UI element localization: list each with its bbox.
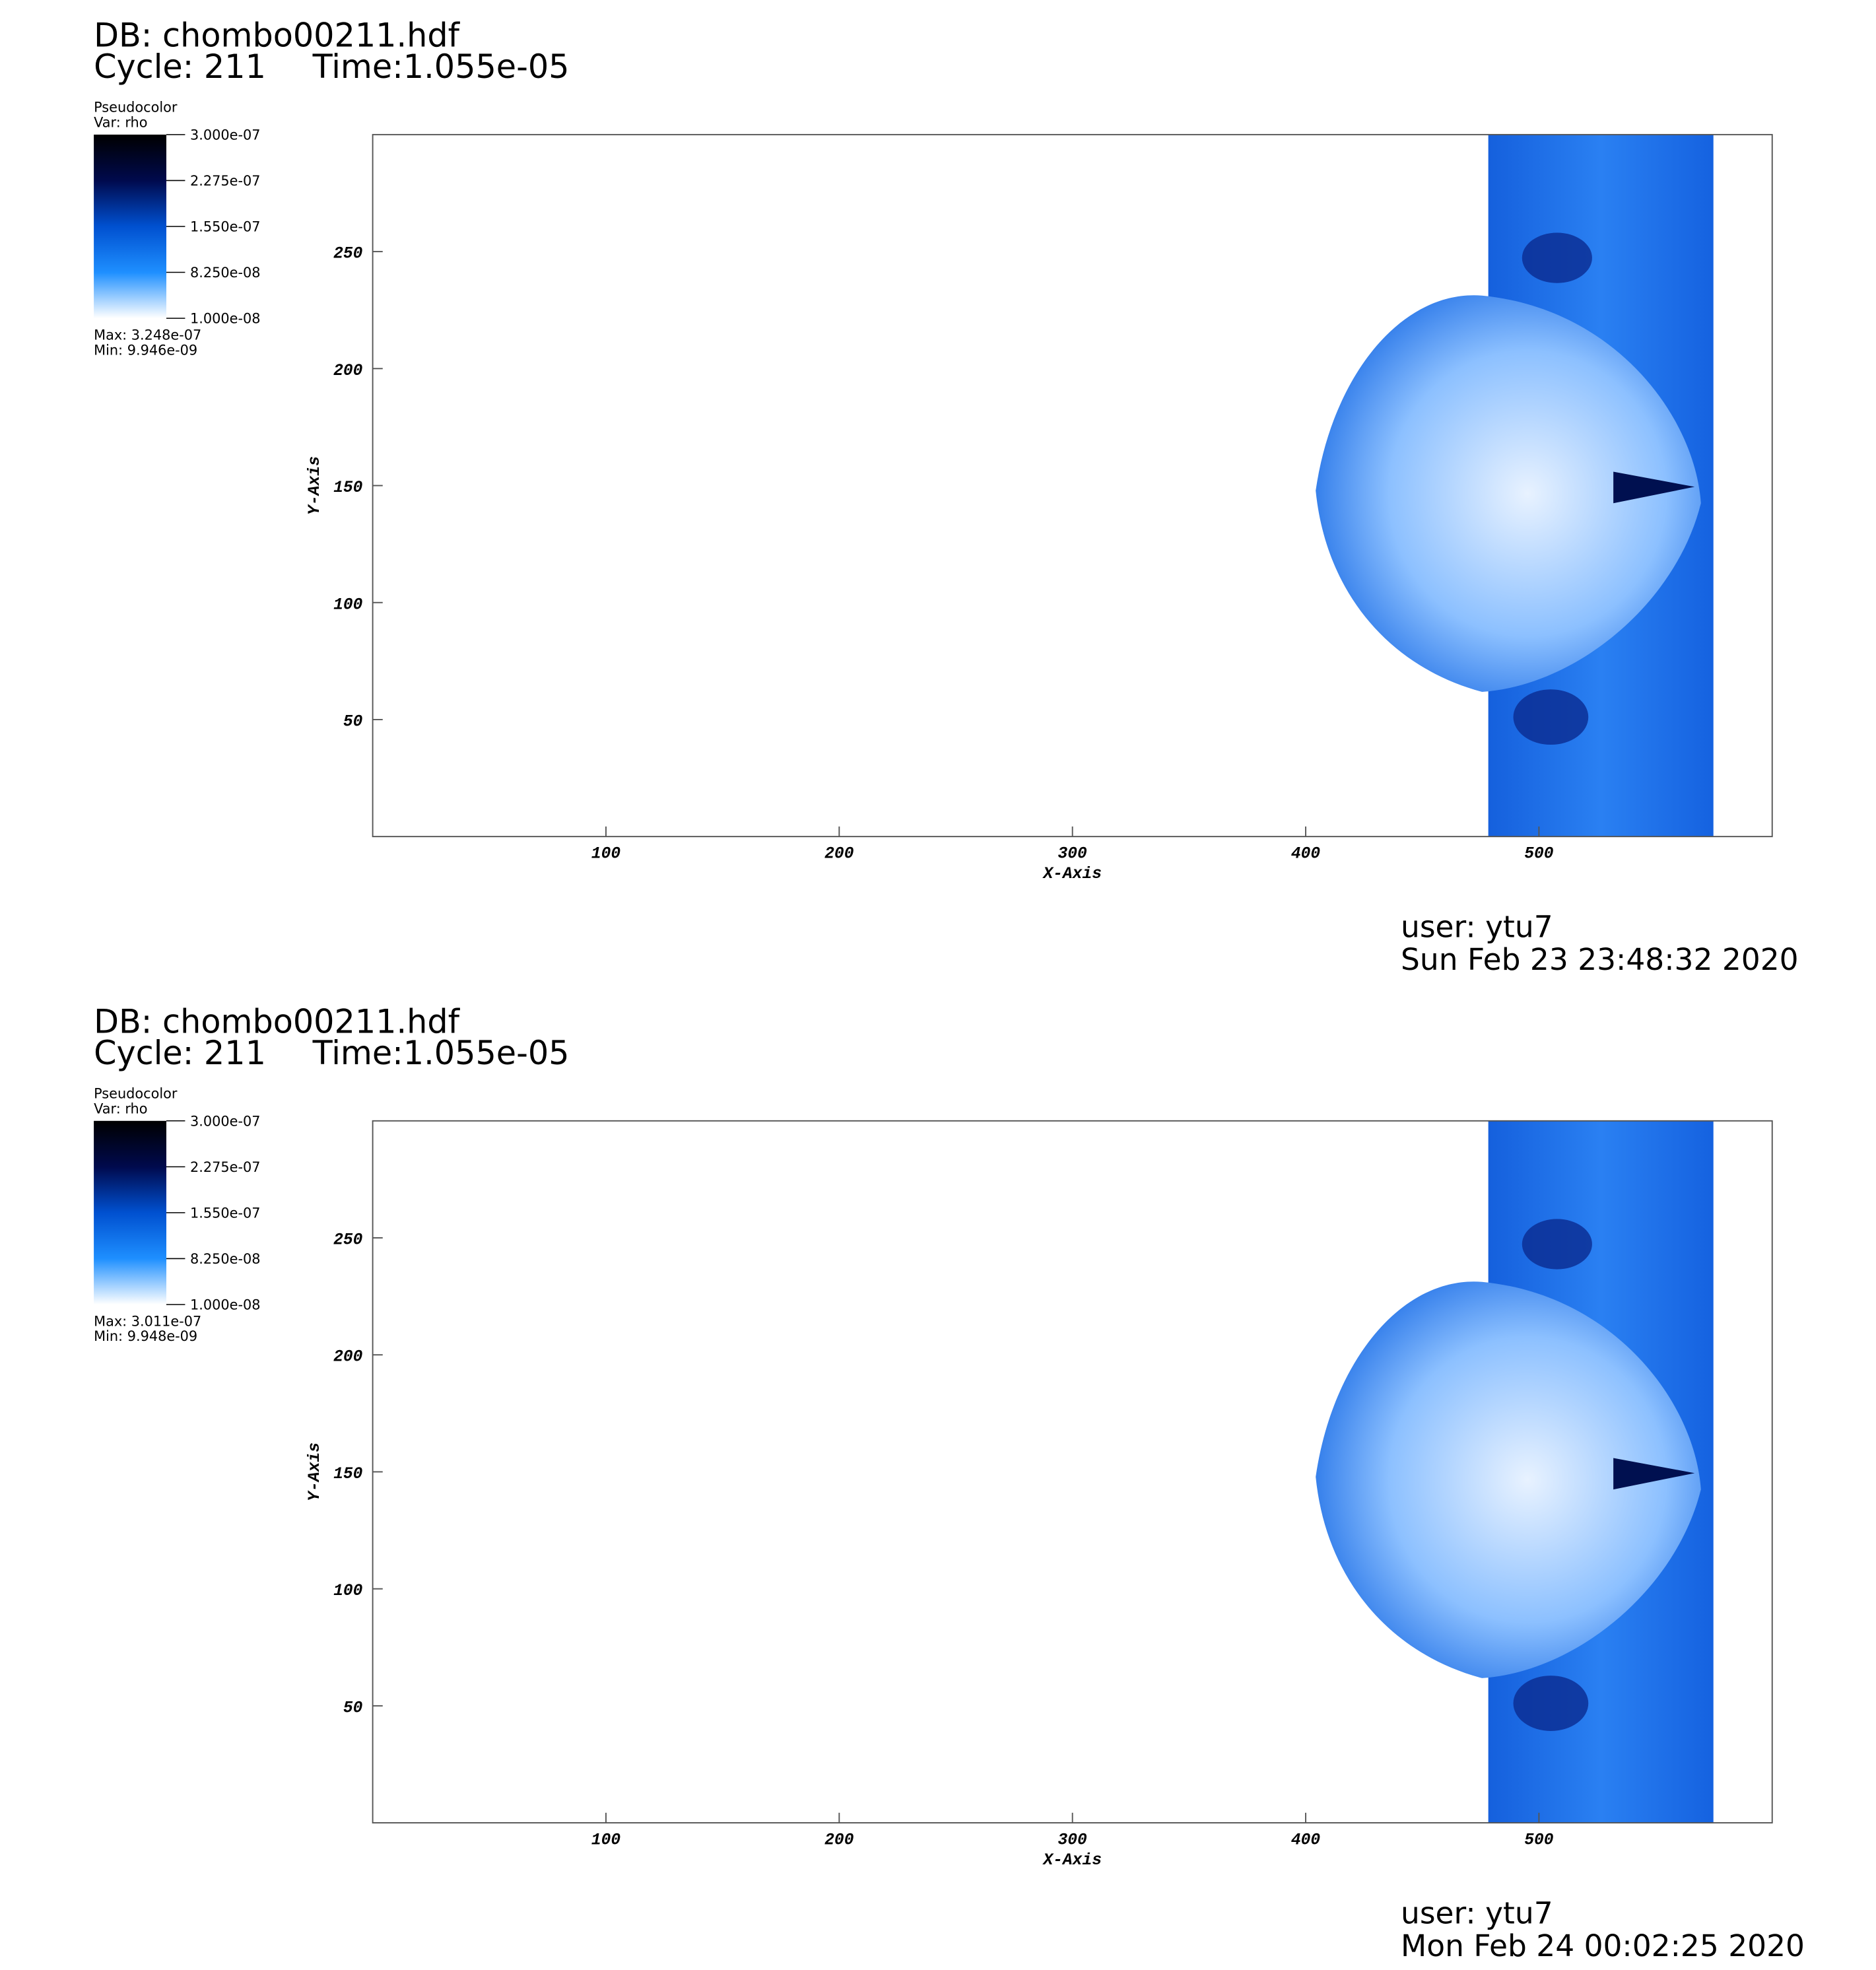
min-label: Min: 9.946e-09 bbox=[94, 342, 197, 358]
x-tick-label: 500 bbox=[1524, 1831, 1554, 1849]
user-label: user: ytu7 bbox=[1401, 1895, 1553, 1930]
database-label: DB: chombo00211.hdf bbox=[94, 16, 460, 54]
colorbar-tick-label: 8.250e-08 bbox=[190, 1251, 260, 1267]
y-tick-label: 250 bbox=[333, 1231, 363, 1249]
field-bulge bbox=[1316, 1281, 1701, 1678]
colorbar-tick-label: 1.550e-07 bbox=[190, 1205, 260, 1221]
x-tick-label: 300 bbox=[1058, 1831, 1088, 1849]
field-feature bbox=[1513, 689, 1589, 745]
colorbar bbox=[94, 1120, 166, 1305]
y-tick-label: 150 bbox=[333, 1465, 363, 1483]
colorbar bbox=[94, 134, 166, 319]
legend-title: Pseudocolor bbox=[94, 100, 178, 116]
y-axis-label: Y-Axis bbox=[306, 1443, 324, 1501]
x-tick-label: 200 bbox=[824, 844, 854, 863]
colorbar-tick-label: 1.000e-08 bbox=[190, 1297, 260, 1313]
variable-label: Var: rho bbox=[94, 1101, 147, 1116]
x-tick-label: 500 bbox=[1524, 844, 1554, 863]
legend-title: Pseudocolor bbox=[94, 1085, 178, 1101]
x-axis-label: X-Axis bbox=[1042, 1851, 1102, 1870]
variable-label: Var: rho bbox=[94, 114, 147, 130]
time-label: Time:1.055e-05 bbox=[312, 1034, 570, 1072]
colorbar-tick-label: 2.275e-07 bbox=[190, 173, 260, 189]
field-feature bbox=[1513, 1676, 1589, 1731]
colorbar-tick-label: 3.000e-07 bbox=[190, 1113, 260, 1129]
max-label: Max: 3.248e-07 bbox=[94, 327, 201, 343]
field-feature bbox=[1613, 1458, 1695, 1490]
cycle-label: Cycle: 211 bbox=[94, 1034, 266, 1072]
x-tick-label: 100 bbox=[591, 844, 621, 863]
x-tick-label: 400 bbox=[1291, 1831, 1321, 1849]
field-feature bbox=[1522, 232, 1592, 283]
x-axis-label: X-Axis bbox=[1042, 865, 1102, 883]
y-tick-label: 50 bbox=[343, 712, 363, 731]
y-tick-label: 100 bbox=[333, 595, 363, 614]
x-tick-label: 100 bbox=[591, 1831, 621, 1849]
min-label: Min: 9.948e-09 bbox=[94, 1328, 197, 1344]
cycle-label: Cycle: 211 bbox=[94, 48, 266, 86]
field-feature bbox=[1613, 471, 1695, 504]
colorbar-tick-label: 8.250e-08 bbox=[190, 265, 260, 281]
y-tick-label: 50 bbox=[343, 1699, 363, 1717]
x-tick-label: 400 bbox=[1291, 844, 1321, 863]
y-tick-label: 100 bbox=[333, 1582, 363, 1600]
max-label: Max: 3.011e-07 bbox=[94, 1313, 201, 1329]
date-label: Sun Feb 23 23:48:32 2020 bbox=[1401, 942, 1799, 977]
y-tick-label: 200 bbox=[333, 362, 363, 380]
y-tick-label: 250 bbox=[333, 245, 363, 263]
y-tick-label: 200 bbox=[333, 1348, 363, 1367]
time-label: Time:1.055e-05 bbox=[312, 48, 570, 86]
field-bulge bbox=[1316, 295, 1701, 693]
colorbar-tick-label: 1.000e-08 bbox=[190, 311, 260, 327]
field-feature bbox=[1522, 1219, 1592, 1270]
colorbar-tick-label: 2.275e-07 bbox=[190, 1159, 260, 1175]
y-tick-label: 150 bbox=[333, 479, 363, 497]
colorbar-tick-label: 3.000e-07 bbox=[190, 127, 260, 143]
y-axis-label: Y-Axis bbox=[306, 456, 324, 515]
colorbar-tick-label: 1.550e-07 bbox=[190, 219, 260, 235]
database-label: DB: chombo00211.hdf bbox=[94, 1002, 460, 1040]
user-label: user: ytu7 bbox=[1401, 909, 1553, 944]
date-label: Mon Feb 24 00:02:25 2020 bbox=[1401, 1928, 1805, 1963]
x-tick-label: 200 bbox=[824, 1831, 854, 1849]
x-tick-label: 300 bbox=[1058, 844, 1088, 863]
